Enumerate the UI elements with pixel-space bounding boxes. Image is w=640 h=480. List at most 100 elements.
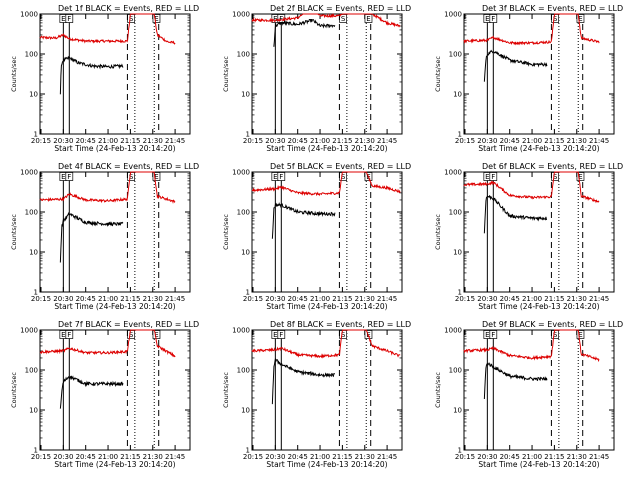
x-tick-label: 21:15 — [120, 295, 140, 303]
x-tick-label: 20:15 — [31, 295, 51, 303]
series-events-line — [59, 55, 124, 95]
y-tick-label: 1 — [34, 131, 38, 139]
y-tick-label: 10 — [241, 91, 250, 99]
panel-7: Det 7f BLACK = Events, RED = LLD 1 10 100 10… — [10, 320, 199, 469]
marker-label-box — [65, 14, 74, 23]
series-events-line — [271, 202, 336, 239]
panel-4: Det 4f BLACK = Events, RED = LLD 1 10 100 10… — [10, 162, 199, 311]
y-tick-label: 1 — [34, 289, 38, 297]
x-tick-label: 20:45 — [76, 137, 96, 145]
marker-label-box — [364, 330, 373, 339]
plot-frame — [251, 171, 403, 293]
y-tick-label: 10 — [29, 249, 38, 257]
plot-frame — [463, 171, 615, 293]
marker-label: F — [491, 331, 495, 339]
marker-label: E — [485, 173, 489, 181]
x-tick-label: 20:45 — [288, 295, 308, 303]
y-tick-label: 1000 — [20, 11, 38, 19]
y-axis-label: Counts/sec — [434, 372, 442, 408]
x-tick-label: 21:45 — [377, 453, 397, 461]
series-events-line — [483, 49, 548, 82]
x-tick-label: 20:45 — [500, 453, 520, 461]
panel-title: Det 2f BLACK = Events, RED = LLD — [270, 4, 411, 13]
x-axis-label: Start Time (24-Feb-13 20:14:20) — [478, 144, 599, 153]
y-tick-label: 1 — [246, 131, 250, 139]
x-tick-label: 20:30 — [477, 137, 497, 145]
plot-frame — [39, 329, 191, 451]
x-tick-label: 21:30 — [143, 295, 163, 303]
x-tick-label: 20:15 — [455, 295, 475, 303]
y-axis-label: Counts/sec — [434, 56, 442, 92]
panel-9: Det 9f BLACK = Events, RED = LLD 1 10 100 10… — [434, 320, 623, 469]
series-lld-line — [463, 13, 600, 46]
panel-6: Det 6f BLACK = Events, RED = LLD 1 10 100 10… — [434, 162, 623, 311]
y-tick-label: 1 — [458, 447, 462, 455]
x-tick-label: 21:30 — [567, 137, 587, 145]
series-events-line — [271, 358, 336, 405]
series-events-line — [273, 18, 336, 47]
marker-label: E — [61, 15, 65, 23]
x-tick-label: 20:45 — [76, 295, 96, 303]
marker-label-box — [576, 172, 585, 181]
marker-label: E — [61, 331, 65, 339]
panel-title: Det 1f BLACK = Events, RED = LLD — [58, 4, 199, 13]
marker-label: F — [491, 173, 495, 181]
y-axis-label: Counts/sec — [222, 56, 230, 92]
x-tick-label: 20:45 — [76, 453, 96, 461]
y-tick-label: 100 — [25, 367, 38, 375]
panel-3: Det 3f BLACK = Events, RED = LLD 1 10 100 10… — [434, 4, 623, 153]
y-tick-label: 1000 — [232, 327, 250, 335]
x-tick-label: 20:15 — [455, 453, 475, 461]
x-tick-label: 20:15 — [243, 453, 263, 461]
y-tick-label: 1000 — [232, 169, 250, 177]
y-axis-label: Counts/sec — [222, 214, 230, 250]
y-tick-label: 1 — [246, 289, 250, 297]
marker-label: E — [578, 15, 582, 23]
x-tick-label: 21:15 — [544, 453, 564, 461]
marker-label: F — [279, 173, 283, 181]
x-tick-label: 21:30 — [355, 137, 375, 145]
marker-label: F — [279, 15, 283, 23]
marker-label-box — [65, 172, 74, 181]
x-axis-label: Start Time (24-Feb-13 20:14:20) — [54, 144, 175, 153]
marker-label: S — [341, 15, 346, 23]
plot-frame — [39, 171, 191, 293]
x-tick-label: 20:30 — [477, 295, 497, 303]
y-tick-label: 10 — [29, 407, 38, 415]
x-tick-label: 21:00 — [98, 453, 118, 461]
x-tick-label: 21:15 — [332, 453, 352, 461]
y-tick-label: 100 — [449, 209, 462, 217]
marker-label: E — [61, 173, 65, 181]
y-tick-label: 100 — [449, 51, 462, 59]
marker-label: E — [273, 173, 277, 181]
x-tick-label: 20:45 — [500, 295, 520, 303]
y-tick-label: 1 — [34, 447, 38, 455]
marker-label: F — [279, 331, 283, 339]
marker-label-box — [277, 330, 286, 339]
x-tick-label: 21:45 — [589, 137, 609, 145]
x-axis-label: Start Time (24-Feb-13 20:14:20) — [54, 460, 175, 469]
marker-label: S — [341, 173, 346, 181]
panel-5: Det 5f BLACK = Events, RED = LLD 1 10 100 10… — [222, 162, 411, 311]
x-tick-label: 21:15 — [120, 453, 140, 461]
plot-frame — [463, 13, 615, 135]
y-tick-label: 10 — [241, 407, 250, 415]
x-axis-label: Start Time (24-Feb-13 20:14:20) — [478, 302, 599, 311]
x-tick-label: 21:15 — [544, 137, 564, 145]
marker-label-box — [489, 172, 498, 181]
y-tick-label: 100 — [449, 367, 462, 375]
marker-label: E — [154, 331, 158, 339]
marker-label: E — [578, 331, 582, 339]
x-tick-label: 21:00 — [522, 295, 542, 303]
x-tick-label: 20:30 — [53, 453, 73, 461]
y-axis-label: Counts/sec — [10, 56, 18, 92]
y-tick-label: 100 — [237, 209, 250, 217]
marker-label: S — [553, 173, 558, 181]
x-tick-label: 20:45 — [288, 137, 308, 145]
x-tick-label: 20:30 — [53, 295, 73, 303]
x-axis-label: Start Time (24-Feb-13 20:14:20) — [266, 144, 387, 153]
marker-label: S — [341, 331, 346, 339]
x-tick-label: 21:15 — [332, 137, 352, 145]
x-tick-label: 20:30 — [477, 453, 497, 461]
